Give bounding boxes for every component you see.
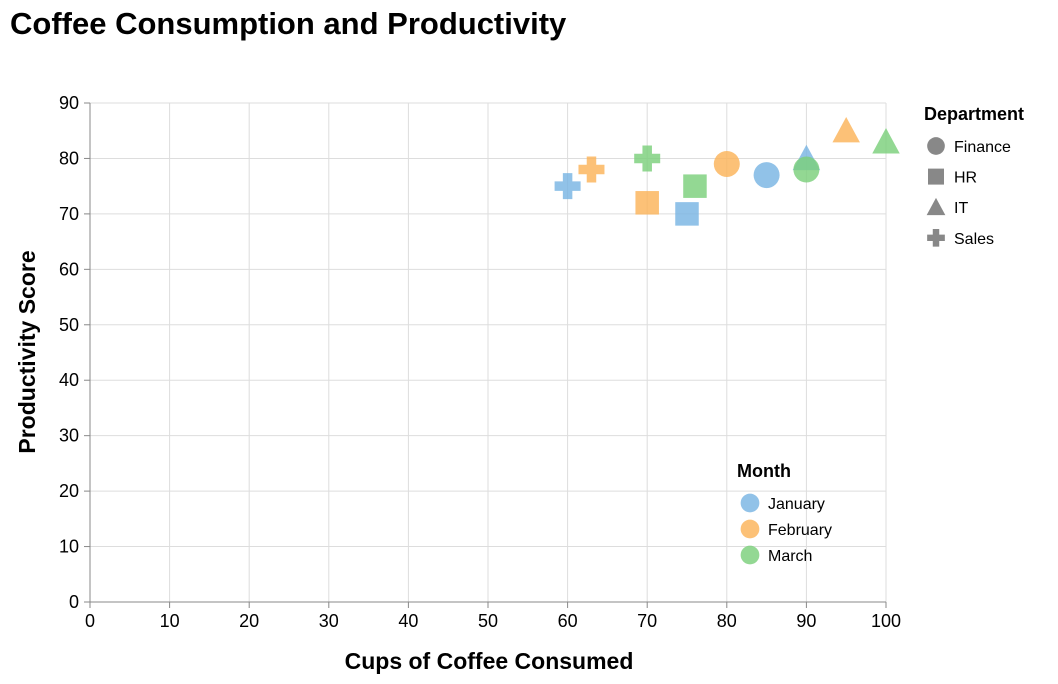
data-point-march-it (872, 128, 900, 154)
department-legend-title: Department (924, 104, 1024, 124)
legend-label-march: March (768, 548, 812, 565)
y-tick-label: 90 (59, 93, 79, 113)
x-axis-title: Cups of Coffee Consumed (345, 648, 634, 674)
legend-circle-icon (927, 137, 945, 155)
legend-label-hr: HR (954, 170, 977, 187)
y-tick-label: 80 (59, 148, 79, 168)
legend-square-icon (928, 168, 944, 185)
data-point-february-sales (578, 156, 605, 183)
y-tick-label: 10 (59, 537, 79, 557)
x-tick-label: 0 (85, 611, 95, 631)
legend-label-it: IT (954, 200, 968, 217)
data-point-march-finance (793, 156, 820, 183)
data-points (554, 116, 900, 226)
y-tick-label: 50 (59, 315, 79, 335)
y-tick-label: 30 (59, 426, 79, 446)
x-tick-label: 30 (319, 611, 339, 631)
legend-label-sales: Sales (954, 231, 994, 248)
data-point-january-finance (753, 162, 780, 189)
x-tick-label: 100 (871, 611, 901, 631)
y-tick-label: 70 (59, 204, 79, 224)
data-point-january-hr (675, 202, 699, 226)
legend-label-january: January (768, 496, 825, 513)
data-point-february-it (832, 116, 860, 143)
legend-swatch-march (740, 545, 760, 565)
y-tick-label: 40 (59, 370, 79, 390)
legend-label-finance: Finance (954, 139, 1011, 156)
x-tick-label: 50 (478, 611, 498, 631)
axes: 0 10 20 30 40 50 60 70 80 90 100 0 10 20 30 40 50 60 70 80 9… (59, 93, 901, 631)
x-tick-label: 70 (637, 611, 657, 631)
data-point-march-sales (634, 145, 661, 172)
legend-triangle-icon (926, 197, 946, 216)
x-tick-label: 80 (717, 611, 737, 631)
x-tick-label: 90 (796, 611, 816, 631)
data-point-january-sales (554, 173, 581, 200)
legend-label-february: February (768, 522, 832, 539)
chart-title: Coffee Consumption and Productivity (10, 6, 567, 41)
legend-swatch-january (740, 493, 760, 513)
legend-cross-icon (927, 228, 945, 247)
data-point-february-hr (635, 191, 659, 215)
month-legend-title: Month (737, 461, 791, 481)
y-axis-title: Productivity Score (14, 250, 40, 453)
grid (89, 102, 887, 603)
x-tick-label: 20 (239, 611, 259, 631)
y-tick-label: 20 (59, 481, 79, 501)
legend-swatch-february (740, 519, 760, 539)
department-legend: Department Finance HR IT Sales (924, 104, 1024, 248)
data-point-february-finance (713, 150, 740, 177)
y-tick-label: 60 (59, 259, 79, 279)
x-tick-label: 40 (398, 611, 418, 631)
y-tick-label: 0 (69, 592, 79, 612)
data-point-march-hr (683, 174, 707, 198)
x-tick-label: 60 (558, 611, 578, 631)
month-legend: Month January February March (737, 461, 832, 565)
x-tick-label: 10 (160, 611, 180, 631)
